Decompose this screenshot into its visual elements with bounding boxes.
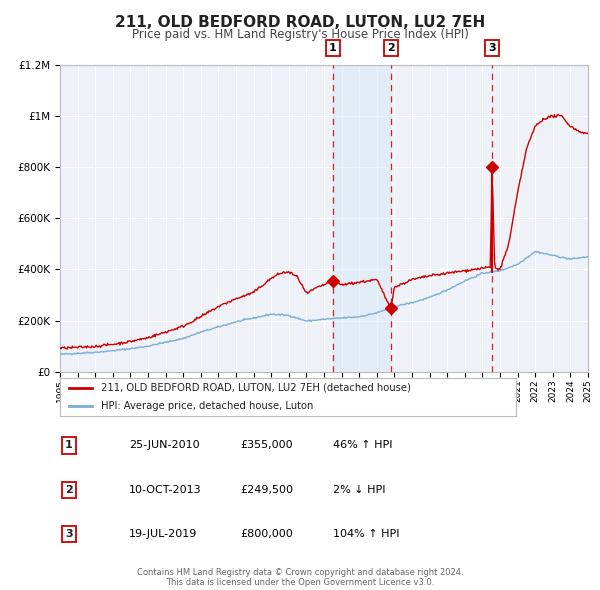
Text: 1: 1	[65, 441, 73, 450]
Text: 2: 2	[386, 43, 394, 53]
Text: 19-JUL-2019: 19-JUL-2019	[129, 529, 197, 539]
Text: 211, OLD BEDFORD ROAD, LUTON, LU2 7EH (detached house): 211, OLD BEDFORD ROAD, LUTON, LU2 7EH (d…	[101, 383, 411, 393]
Text: 2% ↓ HPI: 2% ↓ HPI	[333, 485, 386, 494]
Text: 1: 1	[329, 43, 337, 53]
Text: Contains HM Land Registry data © Crown copyright and database right 2024.
This d: Contains HM Land Registry data © Crown c…	[137, 568, 463, 587]
Text: 104% ↑ HPI: 104% ↑ HPI	[333, 529, 400, 539]
Text: 211, OLD BEDFORD ROAD, LUTON, LU2 7EH: 211, OLD BEDFORD ROAD, LUTON, LU2 7EH	[115, 15, 485, 30]
Text: 10-OCT-2013: 10-OCT-2013	[129, 485, 202, 494]
Bar	[332, 65, 391, 372]
Text: 2: 2	[65, 485, 73, 494]
Text: 3: 3	[65, 529, 73, 539]
Text: £355,000: £355,000	[240, 441, 293, 450]
Text: 46% ↑ HPI: 46% ↑ HPI	[333, 441, 392, 450]
Text: HPI: Average price, detached house, Luton: HPI: Average price, detached house, Luto…	[101, 401, 313, 411]
Text: 25-JUN-2010: 25-JUN-2010	[129, 441, 200, 450]
Text: Price paid vs. HM Land Registry's House Price Index (HPI): Price paid vs. HM Land Registry's House …	[131, 28, 469, 41]
Text: £249,500: £249,500	[240, 485, 293, 494]
Text: 3: 3	[488, 43, 496, 53]
Text: £800,000: £800,000	[240, 529, 293, 539]
